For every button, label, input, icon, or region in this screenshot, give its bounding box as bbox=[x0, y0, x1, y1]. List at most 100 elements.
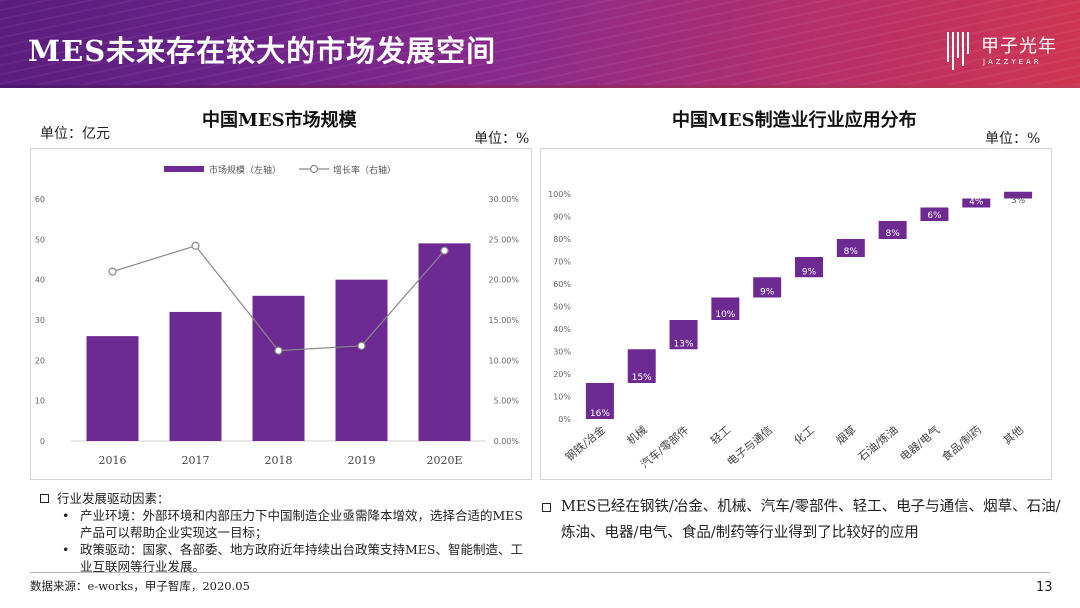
legend-marker bbox=[309, 164, 319, 174]
x-tick-label: 2017 bbox=[182, 454, 210, 467]
legend-label: 市场规模（左轴） bbox=[209, 164, 281, 176]
list-item: • 产业环境：外部环境和内部压力下中国制造企业亟需降本增效，选择合适的MES产品… bbox=[40, 507, 530, 541]
y-right-tick-label: 30.00% bbox=[488, 195, 519, 204]
y-right-tick-label: 25.00% bbox=[488, 235, 519, 244]
checkbox-square-icon bbox=[40, 494, 49, 503]
x-tick-label: 石油/炼油 bbox=[855, 423, 901, 464]
waterfall-bar bbox=[585, 383, 614, 419]
growth-point bbox=[274, 346, 283, 355]
data-label: 9% bbox=[802, 267, 817, 277]
y-tick-label: 10% bbox=[553, 393, 571, 402]
x-tick-label: 机械 bbox=[624, 423, 650, 448]
waterfall-bar bbox=[753, 277, 782, 298]
y-right-tick-label: 5.00% bbox=[494, 397, 520, 406]
waterfall-bar bbox=[962, 198, 991, 208]
data-label: 8% bbox=[844, 247, 859, 257]
y-tick-label: 100% bbox=[548, 190, 571, 199]
bar bbox=[169, 311, 222, 441]
x-tick-label: 化工 bbox=[791, 423, 817, 448]
x-tick-label: 烟草 bbox=[833, 423, 859, 448]
growth-point bbox=[440, 246, 449, 255]
page-number: 13 bbox=[1036, 580, 1053, 595]
y-tick-label: 60% bbox=[553, 280, 571, 289]
bar bbox=[252, 295, 305, 441]
waterfall-bar bbox=[836, 239, 865, 257]
driver-text: 政策驱动：国家、各部委、地方政府近年持续出台政策支持MES、智能制造、工业互联网… bbox=[80, 542, 523, 574]
bar bbox=[418, 243, 471, 441]
application-notes: MES已经在钢铁/冶金、机械、汽车/零部件、轻工、电子与通信、烟草、石油/炼油、… bbox=[542, 494, 1062, 546]
page-title: MES未来存在较大的市场发展空间 bbox=[28, 34, 497, 68]
market-size-chart: 市场规模（左轴） 增长率（右轴） 0 10 20 30 40 50 60 0.00% 5.00% 10… bbox=[35, 164, 520, 467]
waterfall-bar bbox=[795, 257, 823, 278]
y-tick-label: 30% bbox=[553, 348, 571, 357]
right-chart-unit: 单位：% bbox=[985, 131, 1041, 147]
left-chart-unit-right: 单位：% bbox=[474, 131, 530, 147]
banner-bottom-line bbox=[0, 85, 1080, 88]
bar bbox=[86, 336, 139, 441]
x-tick-label: 电子与通信 bbox=[725, 423, 775, 468]
y-right-tick-label: 20.00% bbox=[488, 276, 519, 285]
data-label: 9% bbox=[760, 288, 775, 298]
banner-texture bbox=[0, 0, 1080, 88]
data-label: 6% bbox=[927, 211, 942, 221]
company-logo: 甲子光年 JAZZYEAR bbox=[945, 30, 1065, 74]
x-tick-label: 2019 bbox=[348, 454, 376, 467]
list-item: • 政策驱动：国家、各部委、地方政府近年持续出台政策支持MES、智能制造、工业互… bbox=[40, 541, 530, 575]
data-source: 数据来源：e-works，甲子智库，2020.05 bbox=[30, 579, 250, 593]
x-tick-label: 2018 bbox=[265, 454, 293, 467]
y-left-tick-label: 50 bbox=[35, 235, 45, 244]
x-tick-label: 2020E bbox=[426, 454, 462, 467]
y-tick-label: 70% bbox=[553, 258, 571, 267]
bullet-dot-icon: • bbox=[62, 508, 70, 523]
waterfall-bar bbox=[711, 297, 740, 320]
y-tick-label: 80% bbox=[553, 235, 571, 244]
y-left-tick-label: 60 bbox=[35, 195, 45, 204]
waterfall-bar bbox=[669, 320, 698, 350]
application-text: MES已经在钢铁/冶金、机械、汽车/零部件、轻工、电子与通信、烟草、石油/炼油、… bbox=[561, 499, 1061, 541]
checkbox-square-icon bbox=[542, 503, 551, 512]
y-tick-label: 50% bbox=[553, 303, 571, 312]
y-left-tick-label: 30 bbox=[35, 316, 45, 325]
x-tick-label: 轻工 bbox=[707, 423, 733, 448]
waterfall-bar bbox=[1004, 191, 1033, 199]
industry-distribution-chart: 0% 10% 20% 30% 40% 50% 60% 70% 80% 90% 100% 16% 钢铁/冶… bbox=[548, 190, 1033, 471]
drivers-heading-row: 行业发展驱动因素： bbox=[40, 490, 530, 507]
x-tick-label: 钢铁/冶金 bbox=[562, 423, 608, 464]
drivers-heading: 行业发展驱动因素： bbox=[57, 491, 170, 506]
data-label: 3% bbox=[1011, 196, 1026, 206]
y-left-tick-label: 20 bbox=[35, 356, 45, 365]
y-tick-label: 0% bbox=[558, 415, 571, 424]
y-right-tick-label: 0.00% bbox=[494, 437, 520, 446]
y-left-tick-label: 10 bbox=[35, 397, 45, 406]
legend-bar-swatch bbox=[164, 166, 204, 172]
legend-label: 增长率（右轴） bbox=[333, 164, 396, 176]
header-banner: MES未来存在较大的市场发展空间 甲子光年 JAZZYEAR bbox=[0, 0, 1080, 88]
x-tick-label: 食品/制药 bbox=[939, 423, 985, 464]
bar bbox=[335, 279, 388, 441]
data-label: 13% bbox=[674, 339, 694, 349]
footer-divider bbox=[30, 572, 1050, 573]
left-chart-panel: 市场规模（左轴） 增长率（右轴） 0 10 20 30 40 50 60 0.00% 5.00% 10… bbox=[30, 148, 532, 480]
left-chart-unit-left: 单位：亿元 bbox=[40, 126, 110, 142]
logo-bars-icon bbox=[947, 32, 969, 70]
y-tick-label: 40% bbox=[553, 325, 571, 334]
data-label: 16% bbox=[590, 409, 610, 419]
x-tick-label: 其他 bbox=[1001, 423, 1026, 447]
left-chart-title: 中国MES市场规模 bbox=[202, 110, 357, 131]
logo-subtitle: JAZZYEAR bbox=[983, 58, 1042, 66]
y-left-tick-label: 40 bbox=[35, 276, 45, 285]
drivers-notes: 行业发展驱动因素： • 产业环境：外部环境和内部压力下中国制造企业亟需降本增效，… bbox=[40, 490, 530, 575]
right-chart-title: 中国MES制造业行业应用分布 bbox=[672, 110, 917, 131]
data-label: 4% bbox=[969, 198, 984, 208]
growth-point bbox=[108, 267, 117, 276]
data-label: 10% bbox=[715, 310, 735, 320]
application-row: MES已经在钢铁/冶金、机械、汽车/零部件、轻工、电子与通信、烟草、石油/炼油、… bbox=[542, 494, 1062, 546]
driver-text: 产业环境：外部环境和内部压力下中国制造企业亟需降本增效，选择合适的MES产品可以… bbox=[80, 508, 523, 540]
bullet-dot-icon: • bbox=[62, 542, 70, 557]
x-tick-label: 电器/电气 bbox=[897, 423, 943, 464]
logo-name: 甲子光年 bbox=[981, 36, 1057, 57]
y-tick-label: 90% bbox=[553, 213, 571, 222]
data-label: 8% bbox=[885, 229, 900, 239]
waterfall-bar bbox=[627, 349, 656, 383]
y-tick-label: 20% bbox=[553, 370, 571, 379]
